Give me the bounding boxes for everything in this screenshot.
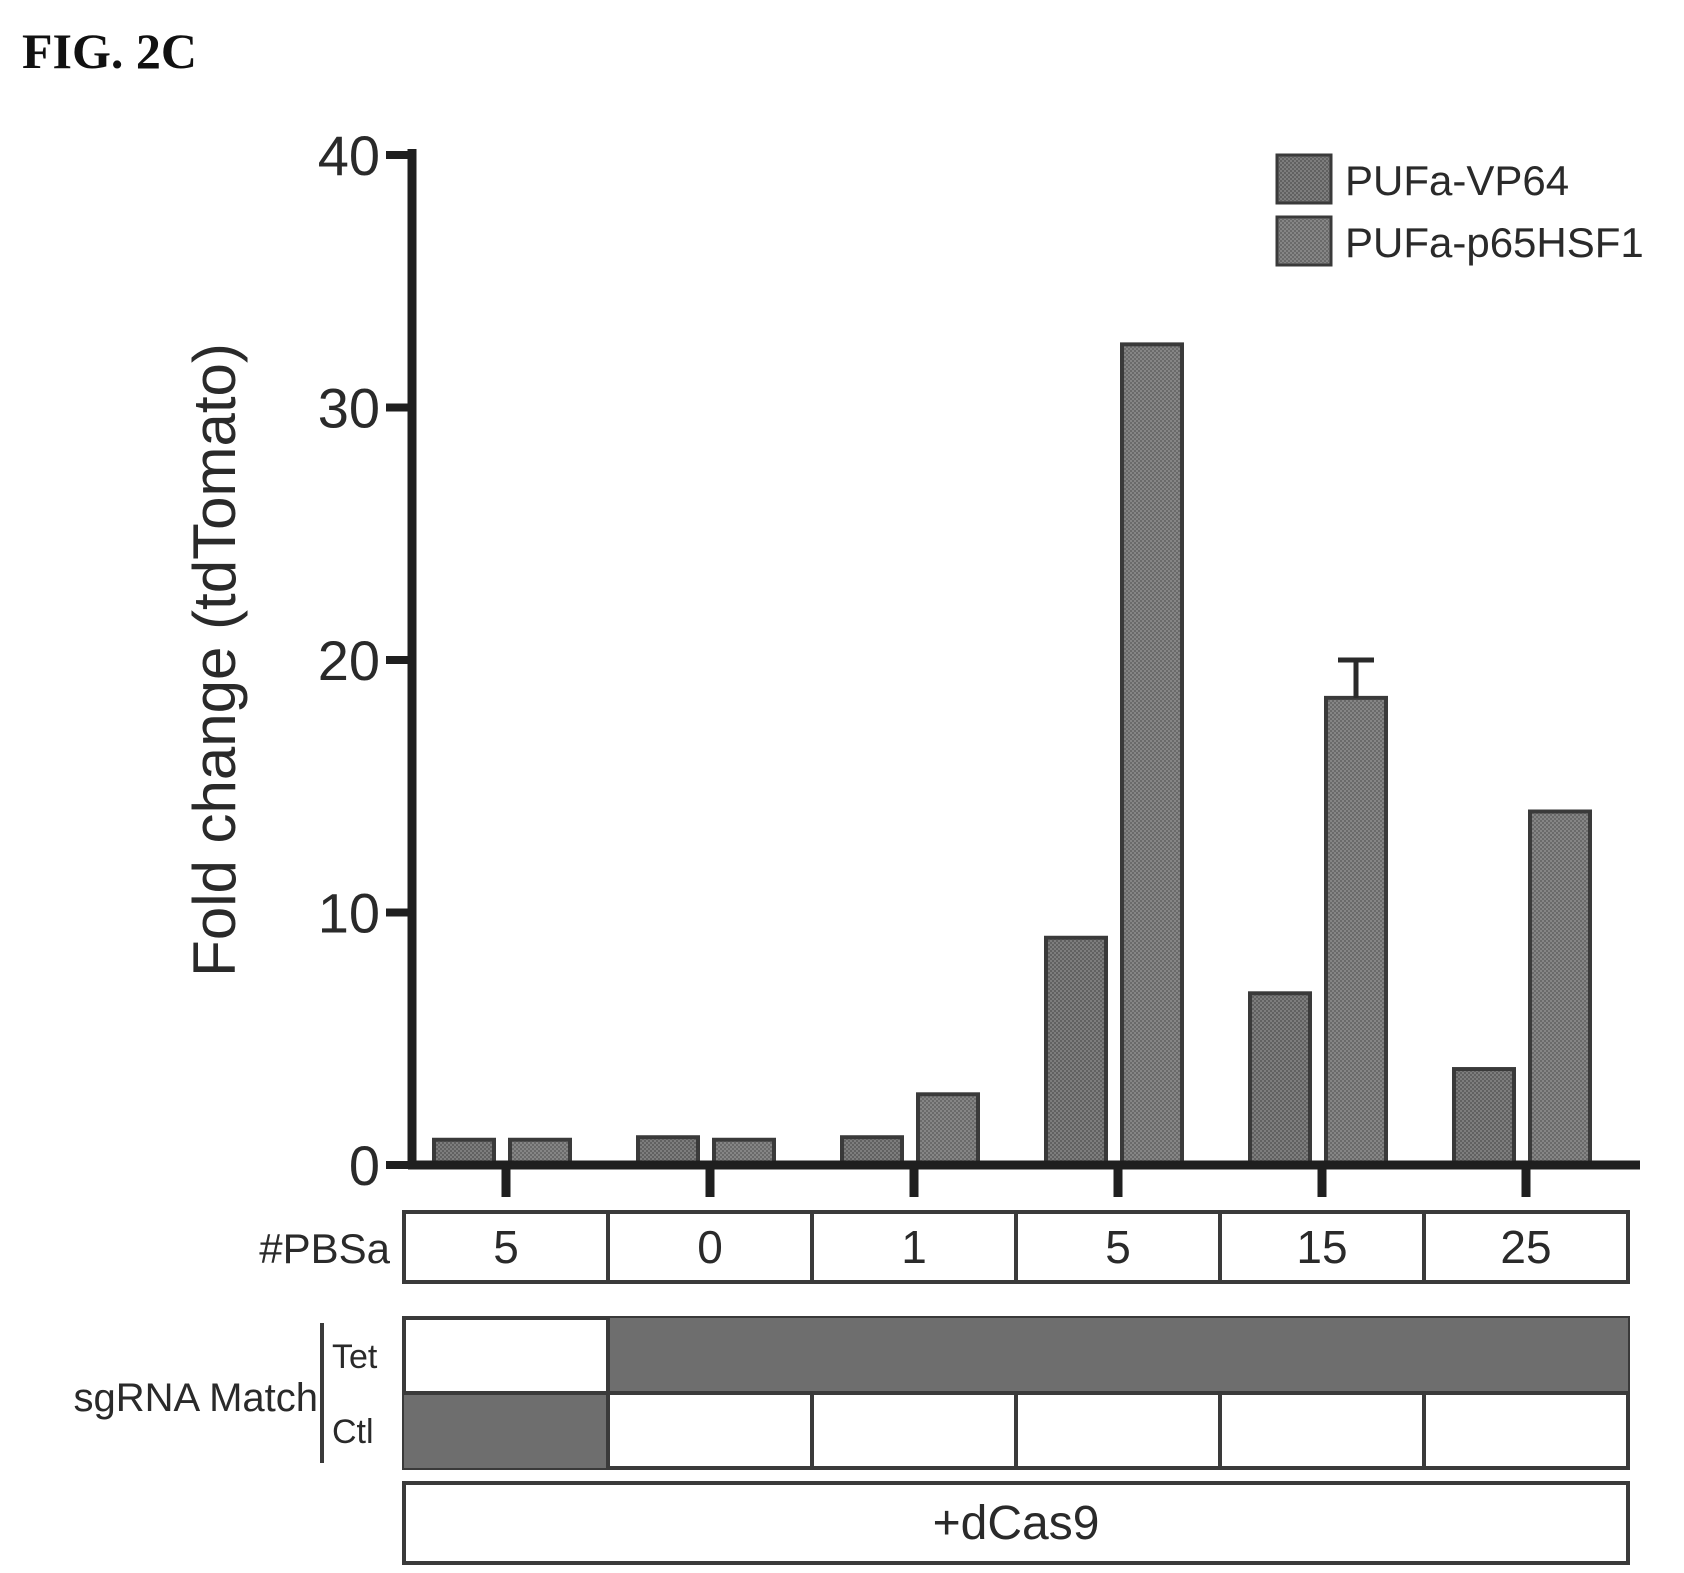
dcas9-row-border [402,1481,1630,1565]
y-tick-label: 10 [318,882,380,945]
bar-texture [1048,939,1104,1163]
bar-texture [920,1096,976,1163]
ctl-match-cell [404,1393,608,1468]
bar-texture [1456,1071,1512,1163]
x-tick-label: 1 [901,1221,927,1273]
bar-texture [436,1141,492,1163]
y-tick-label: 0 [349,1134,380,1197]
x-tick-label: 0 [697,1221,723,1273]
y-tick-label: 40 [318,124,380,187]
axes-layer: 0 10 20 30 40 Fold change (tdTomato) [181,124,1640,1197]
tet-match-cell [812,1318,1016,1393]
x-tick-label: 15 [1296,1221,1347,1273]
y-tick-label: 30 [318,377,380,440]
sgrna-match-label: sgRNA Match [73,1376,318,1420]
y-tick-label: 20 [318,629,380,692]
legend-swatch-texture [1279,157,1329,201]
legend-label: PUFa-p65HSF1 [1345,219,1644,266]
bar-texture [640,1139,696,1163]
tet-match-cell [608,1318,812,1393]
legend-swatch-texture [1279,219,1329,263]
ctl-label: Ctl [332,1413,374,1451]
bar-texture [1532,813,1588,1163]
x-tick-label: 25 [1500,1221,1551,1273]
bar-texture [716,1141,772,1163]
dcas9-label: +dCas9 [933,1497,1100,1550]
bar-texture [1252,995,1308,1163]
figure-label: FIG. 2C [22,23,197,79]
bar-texture [1328,699,1384,1163]
bar-texture [1124,346,1180,1163]
tet-match-cell [1424,1318,1628,1393]
legend-label: PUFa-VP64 [1345,157,1569,204]
x-tick-label: 5 [1105,1221,1131,1273]
bar-texture [512,1141,568,1163]
y-axis-label: Fold change (tdTomato) [181,343,248,977]
pbsa-label: #PBSa [259,1225,390,1272]
tet-match-cell [1016,1318,1220,1393]
bar-texture [844,1139,900,1163]
tet-label: Tet [332,1338,378,1376]
legend: PUFa-VP64 PUFa-p65HSF1 [1275,153,1644,267]
bars-layer [432,342,1592,1168]
x-tick-label: 5 [493,1221,519,1273]
tet-match-cell [1220,1318,1424,1393]
